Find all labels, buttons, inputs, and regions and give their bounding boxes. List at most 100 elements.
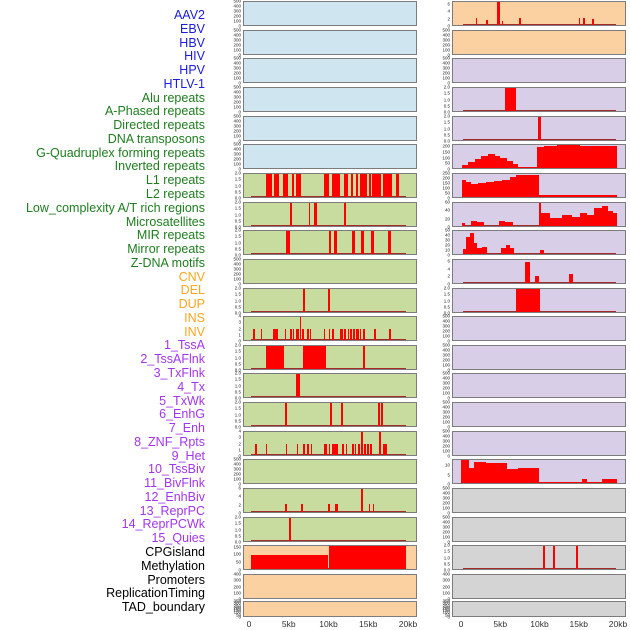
y-axis-tick: 200 — [442, 605, 450, 611]
y-axis-tick: 1.0 — [234, 240, 241, 245]
track-label: 3_TxFlnk — [153, 366, 205, 381]
y-axis-tick: 20 — [444, 242, 450, 248]
signal-bar — [295, 174, 301, 197]
y-axis-tick: 0 — [447, 281, 450, 287]
signal-bar — [347, 328, 350, 340]
y-axis-tick: 1.5 — [234, 291, 241, 297]
y-axis-tick: 2.0 — [234, 399, 241, 405]
y-axis-tick: 100 — [442, 534, 450, 540]
y-axis-tick: 200 — [233, 70, 241, 76]
signal-bar — [396, 174, 400, 197]
signal-bar — [580, 145, 592, 168]
signal-bar — [469, 232, 474, 254]
y-axis-tick: 0.0 — [234, 539, 241, 545]
y-axis-tick: 250 — [233, 603, 241, 609]
signal-bar — [578, 17, 581, 25]
y-axis-tick: 0 — [238, 596, 241, 602]
y-axis-tick: 0.5 — [234, 189, 241, 195]
track-label: HBV — [179, 35, 205, 50]
signal-bar — [501, 179, 510, 197]
track-plot — [452, 517, 626, 542]
track-plot — [452, 1, 626, 26]
y-axis-tick: 500 — [233, 456, 241, 462]
y-axis-tick: 0.0 — [234, 252, 241, 258]
signal-bar — [344, 328, 346, 340]
track-label: Z-DNA motifs — [130, 255, 205, 270]
y-axis-tick: 2 — [238, 326, 241, 331]
signal-bar — [285, 231, 290, 254]
signal-baseline — [250, 539, 407, 541]
y-axis-tick: 300 — [442, 323, 450, 329]
signal-bar — [487, 154, 495, 168]
y-axis-tick: 2.0 — [443, 542, 450, 548]
y-axis-tick: 4 — [238, 428, 241, 434]
signal-bar — [378, 432, 381, 455]
signal-bar — [255, 443, 257, 455]
y-axis-tick: 2.0 — [443, 285, 450, 291]
signal-bar — [306, 328, 309, 340]
signal-bar — [539, 482, 582, 483]
y-axis-tick: 50 — [235, 612, 241, 618]
signal-bar — [328, 546, 407, 569]
signal-bar — [296, 443, 299, 455]
y-axis-tick: 0 — [238, 166, 241, 172]
signal-bar — [328, 443, 331, 455]
signal-bar — [290, 203, 293, 226]
y-axis-tick: 500 — [233, 27, 241, 33]
y-axis-tick: 2.0 — [443, 113, 450, 119]
signal-bar — [353, 328, 356, 340]
track-plot — [243, 58, 417, 83]
y-axis-tick: 50 — [235, 559, 241, 565]
y-axis-tick: 1.0 — [443, 298, 450, 303]
signal-bar — [602, 478, 618, 483]
y-axis-tick: 200 — [442, 385, 450, 391]
signal-bar — [252, 328, 255, 340]
track-plot — [243, 202, 417, 227]
signal-baseline — [250, 252, 407, 254]
signal-bar — [537, 146, 545, 168]
y-axis-tick: 3 — [238, 319, 241, 325]
y-axis-tick: 4 — [238, 313, 241, 319]
signal-bar — [361, 432, 364, 455]
signal-bar — [586, 482, 603, 483]
signal-bar — [303, 289, 306, 312]
signal-bar — [473, 462, 487, 483]
track-plot — [243, 87, 417, 112]
signal-bar — [515, 175, 539, 197]
y-axis-tick: 300 — [442, 352, 450, 358]
signal-bar — [544, 145, 557, 168]
track-label: ReplicationTiming — [106, 586, 205, 601]
signal-bar — [345, 443, 348, 455]
y-axis-tick: 4 — [447, 8, 450, 14]
track-label: Alu repeats — [141, 90, 205, 105]
signal-bar — [538, 203, 542, 226]
signal-bar — [388, 328, 391, 340]
signal-bar — [266, 346, 284, 369]
y-axis-tick: 50 — [444, 160, 450, 166]
y-axis-tick: 0 — [447, 23, 450, 29]
y-axis-tick: 1.0 — [234, 212, 241, 217]
signal-bar — [340, 328, 343, 340]
y-axis-tick: 40 — [444, 232, 450, 238]
y-axis-tick: 150 — [233, 607, 241, 613]
track-plot — [243, 1, 417, 26]
y-axis-tick: 400 — [442, 347, 450, 353]
y-axis-tick: 1.5 — [234, 176, 241, 182]
y-axis-tick: 0 — [238, 567, 241, 573]
y-axis-tick: 0 — [238, 52, 241, 58]
y-axis-tick: 5 — [447, 472, 450, 478]
y-axis-tick: 6 — [447, 258, 450, 264]
y-axis-tick: 3 — [238, 434, 241, 440]
signal-bar — [289, 518, 292, 541]
y-axis-tick: 200 — [233, 605, 241, 611]
signal-bar — [462, 249, 467, 254]
signal-bar — [296, 328, 299, 340]
y-axis-tick: 2 — [447, 273, 450, 279]
y-axis-tick: 100 — [442, 419, 450, 425]
track-label: INS — [184, 310, 205, 325]
signal-bar — [512, 164, 519, 168]
signal-bar — [335, 504, 338, 512]
y-axis-tick: 500 — [233, 256, 241, 262]
signal-bar — [504, 88, 516, 111]
y-axis-tick: 200 — [442, 357, 450, 363]
